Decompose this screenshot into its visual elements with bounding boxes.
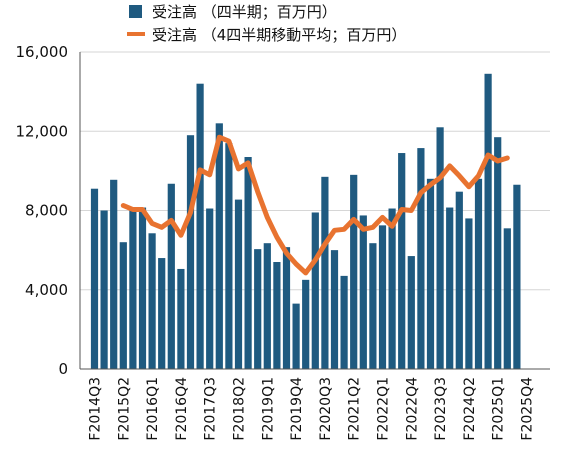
bar bbox=[244, 157, 252, 369]
x-axis-ticks: F2014Q3 F2015Q2 F2016Q1 F2016Q4 F2017Q3 F2018… bbox=[88, 377, 536, 441]
bar bbox=[369, 243, 377, 369]
y-tick-label: 0 bbox=[58, 360, 68, 378]
bar bbox=[186, 135, 195, 369]
legend: 受注高 （四半期；百万円） 受注高 （4四半期移動平均；百万円） bbox=[127, 3, 406, 44]
bar bbox=[494, 137, 502, 369]
y-axis-ticks: 0 4,000 8,000 12,000 16,000 bbox=[16, 43, 69, 378]
bar bbox=[302, 279, 310, 369]
legend-bar-swatch bbox=[129, 5, 142, 18]
bar bbox=[388, 208, 396, 369]
bar bbox=[292, 303, 300, 369]
bar bbox=[215, 123, 223, 369]
bar bbox=[321, 176, 329, 369]
x-tick-label: F2021Q2 bbox=[347, 377, 363, 441]
bar bbox=[138, 207, 147, 369]
x-tick-label: F2019Q1 bbox=[260, 377, 276, 441]
axes bbox=[79, 52, 550, 370]
moving-average-line-group bbox=[120, 134, 510, 276]
x-tick-label: F2020Q3 bbox=[318, 377, 334, 441]
legend-line-label: 受注高 （4四半期移動平均；百万円） bbox=[152, 26, 406, 44]
x-tick-label: F2014Q3 bbox=[88, 377, 104, 441]
bar bbox=[474, 178, 483, 369]
bar bbox=[426, 178, 435, 369]
bar bbox=[282, 247, 291, 369]
bar bbox=[340, 275, 348, 369]
x-tick-label: F2022Q1 bbox=[376, 377, 392, 441]
bar bbox=[196, 83, 204, 369]
bar bbox=[503, 228, 511, 369]
bar bbox=[273, 262, 281, 369]
y-tick-label: 16,000 bbox=[16, 43, 69, 61]
bar bbox=[350, 174, 358, 369]
bar bbox=[407, 256, 415, 369]
x-tick-label: F2024Q2 bbox=[462, 377, 478, 441]
x-tick-label: F2016Q4 bbox=[174, 377, 190, 441]
bar bbox=[129, 208, 137, 369]
bar bbox=[359, 215, 367, 369]
bar bbox=[311, 212, 319, 369]
bar bbox=[167, 183, 175, 369]
legend-bar-label: 受注高 （四半期；百万円） bbox=[152, 3, 337, 21]
x-tick-label: F2019Q4 bbox=[289, 377, 305, 441]
bar bbox=[234, 199, 243, 369]
bar bbox=[177, 268, 185, 369]
y-tick-label: 4,000 bbox=[25, 281, 68, 299]
bar bbox=[119, 242, 127, 369]
bar bbox=[263, 243, 271, 369]
bar bbox=[330, 250, 339, 370]
bar bbox=[398, 153, 406, 369]
bar bbox=[378, 225, 387, 369]
y-tick-label: 12,000 bbox=[16, 122, 69, 140]
bar bbox=[110, 179, 118, 369]
bar bbox=[148, 233, 156, 369]
x-tick-label: F2016Q1 bbox=[145, 377, 161, 441]
bar bbox=[254, 249, 262, 369]
bar bbox=[206, 208, 214, 369]
y-tick-label: 8,000 bbox=[25, 202, 68, 220]
bar bbox=[417, 148, 425, 369]
bar bbox=[455, 191, 463, 369]
bar bbox=[90, 188, 99, 369]
bars bbox=[90, 73, 521, 370]
bar bbox=[225, 143, 233, 369]
x-tick-label: F2023Q3 bbox=[433, 377, 449, 441]
x-tick-label: F2017Q3 bbox=[203, 377, 219, 441]
x-tick-label: F2022Q4 bbox=[404, 377, 420, 441]
x-tick-label: F2025Q4 bbox=[520, 377, 536, 441]
bar bbox=[465, 218, 473, 369]
x-tick-label: F2018Q2 bbox=[232, 377, 248, 441]
bar bbox=[436, 127, 444, 369]
x-tick-label: F2025Q1 bbox=[491, 377, 507, 441]
bar bbox=[100, 210, 108, 369]
moving-average-line bbox=[120, 134, 510, 276]
bar bbox=[446, 207, 454, 369]
bar bbox=[484, 73, 492, 369]
bar bbox=[158, 258, 166, 369]
x-tick-label: F2015Q2 bbox=[116, 377, 132, 441]
bar bbox=[513, 184, 521, 369]
